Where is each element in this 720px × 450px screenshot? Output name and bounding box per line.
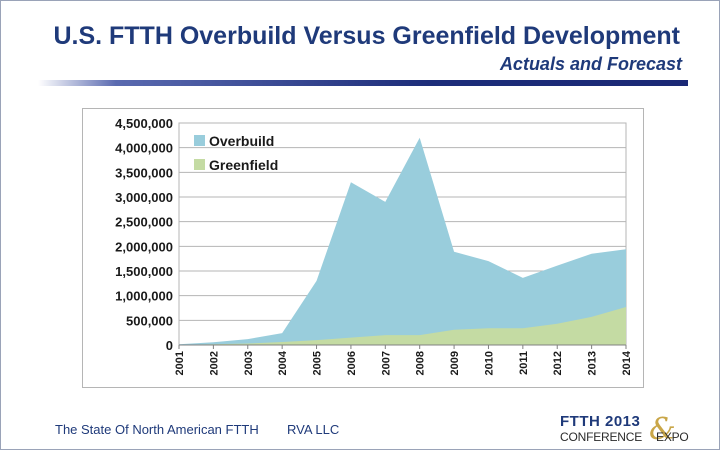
x-tick-label: 2010 bbox=[483, 351, 495, 375]
y-tick-label: 2,000,000 bbox=[115, 239, 173, 254]
logo-conference: CONFERENCE bbox=[560, 430, 643, 444]
x-tick-label: 2008 bbox=[415, 351, 427, 375]
y-tick-label: 3,500,000 bbox=[115, 165, 173, 180]
slide-subtitle: Actuals and Forecast bbox=[499, 54, 682, 74]
y-tick-label: 2,500,000 bbox=[115, 215, 173, 230]
y-tick-label: 500,000 bbox=[126, 313, 173, 328]
x-tick-label: 2004 bbox=[277, 350, 289, 375]
logo-ampersand: & bbox=[649, 412, 676, 447]
footer-text: The State Of North American FTTH bbox=[55, 422, 259, 437]
logo-line2: CONFERENCE EXPO bbox=[560, 430, 689, 444]
series-overbuild-area bbox=[179, 137, 626, 345]
legend-label-overbuild: Overbuild bbox=[209, 133, 274, 149]
x-tick-label: 2012 bbox=[552, 351, 564, 375]
y-tick-label: 1,000,000 bbox=[115, 289, 173, 304]
series-greenfield-area bbox=[179, 307, 626, 345]
slide-title: U.S. FTTH Overbuild Versus Greenfield De… bbox=[53, 22, 680, 50]
chart-container: 4,500,000 4,000,000 3,500,000 3,000,000 2,50… bbox=[82, 108, 644, 388]
x-tick-label: 2014 bbox=[621, 350, 633, 375]
x-tick-label: 2007 bbox=[380, 351, 392, 375]
x-tick-label: 2003 bbox=[243, 351, 255, 375]
y-tick-label: 1,500,000 bbox=[115, 264, 173, 279]
x-tick-label: 2011 bbox=[518, 351, 530, 375]
x-tick-label: 2002 bbox=[208, 351, 220, 375]
footer-org: RVA LLC bbox=[287, 422, 340, 437]
x-tick-label: 2001 bbox=[174, 351, 186, 375]
legend-swatch-greenfield bbox=[194, 159, 205, 170]
x-tick-label: 2009 bbox=[449, 351, 461, 375]
legend-swatch-overbuild bbox=[194, 135, 205, 146]
x-tick-label: 2013 bbox=[587, 351, 599, 375]
x-tick-label: 2006 bbox=[346, 351, 358, 375]
logo-expo: EXPO bbox=[656, 430, 689, 444]
y-tick-label: 4,500,000 bbox=[115, 116, 173, 131]
legend-label-greenfield: Greenfield bbox=[209, 157, 278, 173]
y-tick-label: 0 bbox=[166, 338, 173, 353]
y-tick-label: 3,000,000 bbox=[115, 190, 173, 205]
logo-line1: FTTH 2013 bbox=[560, 413, 641, 430]
x-tick-label: 2005 bbox=[312, 351, 324, 375]
area-chart: 4,500,000 4,000,000 3,500,000 3,000,000 2,50… bbox=[115, 116, 633, 375]
title-divider bbox=[38, 80, 688, 86]
y-tick-label: 4,000,000 bbox=[115, 141, 173, 156]
conference-logo: FTTH 2013 & CONFERENCE EXPO bbox=[560, 413, 710, 447]
